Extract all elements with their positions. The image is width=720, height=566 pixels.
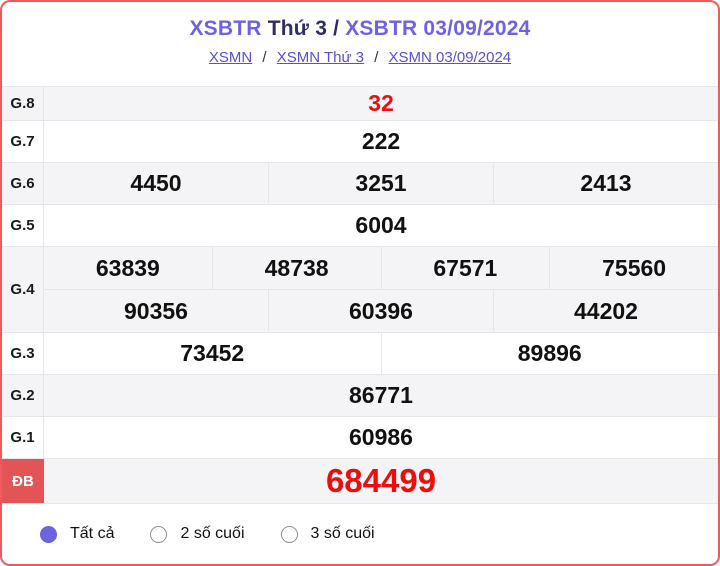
prize-label-g3: G.3 — [2, 333, 44, 374]
prize-number-g4-5: 90356 — [124, 297, 188, 324]
prize-number-g4-6: 60396 — [268, 290, 493, 332]
breadcrumb-link-xsmn-thu3[interactable]: XSMN Thứ 3 — [276, 49, 365, 66]
prize-row-g1: G.1 60986 — [2, 416, 718, 458]
breadcrumb-separator: / — [262, 49, 267, 66]
page-title: XSBTR Thứ 3 / XSBTR 03/09/2024 — [2, 17, 718, 41]
filter-label-all: Tất cả — [70, 525, 115, 542]
prize-number-g3-2: 89896 — [380, 333, 719, 374]
prize-row-special: ĐB 684499 — [2, 458, 718, 503]
prize-row-g4: G.4 63839 48738 67571 75560 90356 60396 … — [2, 246, 718, 332]
prize-number-g6-3: 2413 — [493, 163, 718, 204]
prize-label-g4: G.4 — [2, 247, 44, 332]
prize-label-g6: G.6 — [2, 163, 44, 204]
prize-number-g4-7: 44202 — [493, 290, 718, 332]
prize-number-g5: 6004 — [355, 212, 407, 238]
prize-number-g4-4: 75560 — [549, 247, 718, 289]
results-header: XSBTR Thứ 3 / XSBTR 03/09/2024 XSMN / XS… — [2, 2, 718, 86]
breadcrumb-link-xsmn[interactable]: XSMN — [208, 49, 253, 66]
prize-label-g2: G.2 — [2, 375, 44, 416]
prize-label-g5: G.5 — [2, 205, 44, 246]
special-prize-badge: ĐB — [2, 459, 44, 503]
radio-selected-icon[interactable] — [40, 525, 57, 543]
filter-label-last2: 2 số cuối — [180, 525, 245, 542]
breadcrumb-link-xsmn-date[interactable]: XSMN 03/09/2024 — [388, 49, 512, 66]
prize-number-g1: 60986 — [349, 424, 413, 450]
prize-row-g5: G.5 6004 — [2, 204, 718, 246]
prize-table: G.8 32 G.7 222 G.6 4450 3251 2413 G.5 60… — [2, 86, 718, 503]
title-date: XSBTR 03/09/2024 — [345, 17, 531, 40]
prize-label-g1: G.1 — [2, 417, 44, 458]
prize-number-special: 684499 — [325, 462, 437, 499]
prize-label-g8: G.8 — [2, 87, 44, 120]
radio-unselected-icon[interactable] — [280, 525, 298, 543]
filter-option-last2[interactable]: 2 số cuối — [150, 525, 245, 543]
breadcrumb-separator: / — [374, 49, 379, 66]
prize-number-g4-1: 63839 — [95, 254, 160, 281]
prize-number-g4-3: 67571 — [380, 247, 550, 289]
prize-number-g2: 86771 — [349, 382, 413, 408]
filter-option-last3[interactable]: 3 số cuối — [280, 525, 375, 543]
title-day: Thứ 3 / — [267, 17, 340, 40]
prize-number-g7: 222 — [361, 128, 401, 154]
prize-label-g7: G.7 — [2, 121, 44, 162]
prize-number-g4-2: 48738 — [211, 247, 381, 289]
prize-row-g3: G.3 73452 89896 — [2, 332, 718, 374]
filter-option-all[interactable]: Tất cả — [40, 525, 114, 543]
filter-bar: Tất cả 2 số cuối 3 số cuối — [2, 503, 718, 564]
prize-number-g8: 32 — [368, 90, 394, 116]
prize-row-g6: G.6 4450 3251 2413 — [2, 162, 718, 204]
prize-number-g6-2: 3251 — [268, 163, 493, 204]
prize-number-g6-1: 4450 — [130, 170, 182, 196]
breadcrumb: XSMN / XSMN Thứ 3 / XSMN 03/09/2024 — [2, 49, 718, 66]
prize-row-g7: G.7 222 — [2, 120, 718, 162]
prize-row-g8: G.8 32 — [2, 86, 718, 120]
title-station: XSBTR — [189, 17, 262, 40]
prize-number-g3-1: 73452 — [180, 340, 245, 366]
filter-label-last3: 3 số cuối — [310, 525, 375, 542]
radio-unselected-icon[interactable] — [150, 525, 168, 543]
prize-row-g2: G.2 86771 — [2, 374, 718, 416]
